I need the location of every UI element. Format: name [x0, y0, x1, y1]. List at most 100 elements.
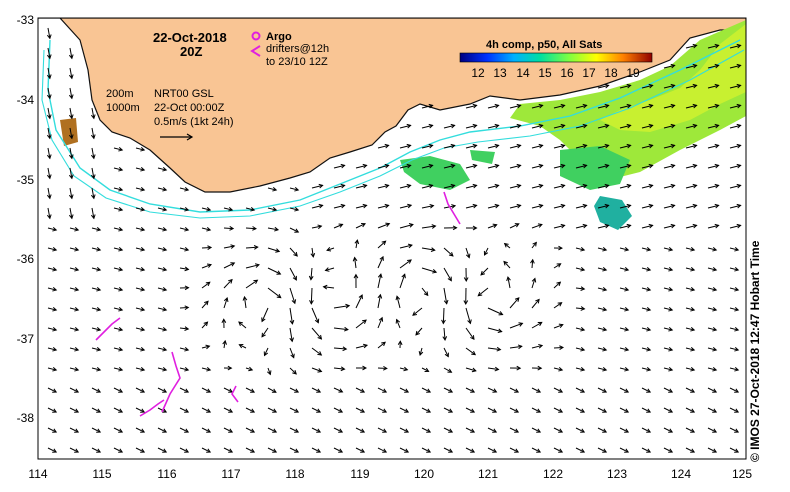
current-vector	[91, 367, 101, 371]
current-vector-head	[317, 351, 323, 356]
current-vector-head	[470, 408, 476, 413]
current-vector	[47, 127, 51, 139]
current-vector-head	[140, 306, 146, 312]
current-vector-head	[712, 428, 718, 433]
current-vector-head	[354, 239, 360, 245]
current-vector	[597, 144, 609, 149]
current-vector-head	[516, 203, 522, 209]
current-vector	[333, 407, 343, 413]
current-vector	[619, 204, 631, 209]
current-vector-head	[602, 326, 608, 332]
current-vector	[377, 164, 389, 169]
current-vector-head	[362, 183, 368, 189]
current-vector-head	[227, 365, 233, 371]
current-vector	[399, 164, 411, 169]
current-vector	[419, 347, 423, 356]
lon-tick: 115	[92, 467, 111, 481]
current-vector	[685, 184, 697, 189]
current-vector	[663, 104, 675, 109]
current-vector-head	[90, 214, 96, 220]
current-vector	[663, 447, 673, 453]
current-vector	[707, 144, 719, 149]
current-vector-head	[517, 344, 523, 350]
current-vector-head	[604, 103, 610, 109]
current-vector	[47, 67, 51, 79]
current-vector-head	[118, 266, 124, 272]
current-vector-head	[184, 266, 190, 272]
lon-tick: 123	[607, 467, 627, 481]
current-vector	[641, 287, 651, 291]
current-vector-head	[406, 163, 412, 169]
current-vector	[47, 387, 57, 393]
current-vector-head	[560, 103, 566, 109]
current-vector	[685, 287, 695, 291]
current-vector-head	[324, 267, 330, 272]
current-vector	[245, 264, 260, 269]
current-vector-head	[428, 143, 434, 149]
current-vector	[729, 44, 741, 49]
current-vector	[355, 164, 367, 169]
current-vector	[663, 287, 673, 291]
current-vector-head	[712, 408, 718, 413]
current-vector-head	[338, 223, 344, 228]
current-vector	[399, 204, 412, 209]
current-vector-head	[382, 408, 388, 413]
current-vector-head	[162, 448, 168, 453]
current-vector-head	[162, 428, 168, 433]
current-vector	[487, 367, 499, 371]
current-vector	[575, 144, 587, 149]
current-vector-head	[294, 206, 300, 212]
current-vector	[619, 104, 631, 109]
current-vector-head	[272, 428, 278, 433]
current-vector-head	[118, 408, 124, 413]
current-vector-head	[382, 448, 388, 453]
current-vector	[91, 347, 101, 351]
current-vector	[421, 164, 433, 169]
current-vector-head	[352, 256, 358, 262]
current-vector-head	[340, 163, 346, 169]
current-vector-head	[580, 448, 586, 453]
current-vector-head	[317, 368, 323, 373]
current-vector-head	[118, 206, 124, 212]
current-vector	[113, 447, 123, 453]
current-vector-head	[557, 302, 563, 307]
current-vector	[113, 347, 123, 351]
current-vector	[201, 447, 211, 453]
current-vector-head	[580, 366, 586, 372]
sst-tick: 13	[493, 66, 507, 80]
current-vector	[113, 147, 123, 151]
current-vector-head	[448, 448, 454, 453]
current-vector-head	[624, 246, 630, 252]
current-vector	[69, 267, 79, 271]
current-vector-head	[184, 428, 190, 433]
current-vector	[69, 347, 79, 351]
imos-credit: © IMOS 27-Oct-2018 12:47 Hobart Time	[748, 240, 762, 462]
current-vector	[355, 204, 367, 209]
current-vector-head	[404, 408, 410, 413]
current-vector	[267, 427, 277, 433]
current-vector-head	[712, 266, 718, 272]
current-vector-head	[506, 276, 511, 282]
current-vector-head	[404, 448, 410, 453]
current-vector-head	[734, 346, 740, 352]
current-vector-head	[340, 203, 346, 209]
current-vector-head	[668, 388, 674, 393]
current-vector	[113, 227, 123, 231]
current-vector	[729, 327, 739, 331]
current-vector-head	[230, 262, 236, 267]
current-vector-head	[736, 43, 742, 49]
current-vector	[707, 407, 717, 413]
current-vector-head	[560, 203, 566, 209]
current-vector	[663, 84, 675, 89]
lat-tick: -33	[17, 13, 35, 27]
current-vector-head	[470, 335, 475, 341]
current-vector	[135, 347, 145, 351]
current-vector	[179, 347, 189, 351]
current-vector	[238, 321, 247, 329]
current-vector-head	[580, 246, 586, 252]
current-vector-head	[294, 186, 300, 192]
current-vector	[399, 144, 411, 149]
current-vector	[663, 64, 675, 69]
current-vector	[729, 64, 741, 69]
current-vector	[333, 427, 343, 433]
